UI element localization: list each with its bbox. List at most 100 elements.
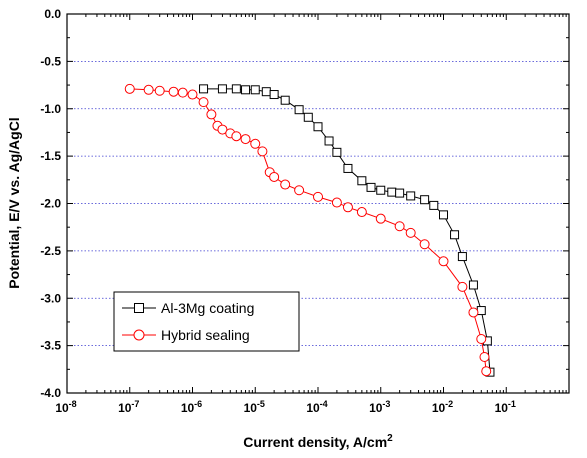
x-tick-exponent: -4 [320,399,328,409]
y-tick-label: -2.0 [40,197,61,211]
x-tick-label: 10-2 [432,399,453,415]
x-tick-exponent: -8 [69,399,77,409]
data-point [395,188,405,198]
data-point [366,182,376,192]
data-point [420,195,430,205]
data-point [269,171,280,182]
data-point [394,221,405,232]
x-tick-label: 10-4 [306,399,327,415]
data-point [439,210,448,220]
y-tick-label: -3.0 [40,291,61,305]
legend-marker-hybrid [133,329,145,341]
x-tick-exponent: -7 [131,399,139,409]
x-tick-base: 10 [55,401,69,415]
x-tick-base: 10 [306,401,320,415]
data-point [476,306,486,316]
data-point [468,280,478,290]
data-point [387,187,397,197]
x-axis-title-superscript: 2 [387,433,393,444]
data-point [457,252,467,262]
legend-label-al3mg: Al-3Mg coating [161,300,254,316]
x-tick-base: 10 [244,401,258,415]
data-point [250,138,261,149]
x-tick-base: 10 [118,401,132,415]
x-tick-label: 10-7 [118,399,139,415]
data-point [187,89,198,100]
x-tick-base: 10 [181,401,195,415]
legend-label-hybrid: Hybrid sealing [161,327,250,343]
series-1 [199,84,495,377]
x-tick-exponent: -3 [382,399,390,409]
data-point [124,83,135,94]
data-point [294,105,304,115]
legend-marker-al3mg [134,303,144,313]
data-point [457,281,468,292]
x-tick-label: 10-5 [244,399,265,415]
legend: Al-3Mg coating Hybrid sealing [113,291,300,352]
y-tick-label: -1.5 [40,149,61,163]
data-point [303,112,313,122]
data-point [198,97,209,108]
y-axis-title: Potential, E/V vs. Ag/AgCl [6,117,22,288]
y-tick-label: -4.0 [40,386,61,400]
data-point [375,213,386,224]
data-point [324,136,334,146]
x-tick-exponent: -2 [445,399,453,409]
data-point [356,207,367,218]
data-point [206,109,217,120]
data-point [406,191,416,201]
data-point [280,95,290,105]
data-point [438,256,449,267]
x-tick-base: 10 [369,401,383,415]
data-point [280,179,291,190]
y-tick-labels: 0.0 -0.5 -1.0 -1.5 -2.0 -2.5 -3.0 -3.5 -4.0 [40,7,61,400]
data-point [257,146,268,157]
data-point [168,86,179,97]
x-tick-label: 10-6 [181,399,202,415]
y-tick-label: -0.5 [40,54,61,68]
data-point [405,227,416,238]
data-point [269,90,279,100]
data-point [217,124,228,135]
data-point [231,84,241,94]
data-point [450,230,460,240]
x-tick-base: 10 [495,401,509,415]
data-point [313,122,323,132]
data-point [143,84,154,95]
data-point [177,87,188,98]
data-point [154,85,165,96]
data-point [481,366,492,377]
data-point [241,85,251,95]
data-series [124,83,495,377]
data-point [376,185,386,195]
x-tick-exponent: -6 [194,399,202,409]
x-tick-label: 10-1 [495,399,516,415]
data-point [343,163,353,173]
y-tick-label: -3.5 [40,339,61,353]
data-point [332,147,342,157]
data-point [199,84,209,94]
y-tick-label: -2.5 [40,244,61,258]
data-point [313,191,323,202]
x-tick-exponent: -5 [257,399,265,409]
y-tick-label: 0.0 [44,7,61,21]
data-point [217,84,227,94]
data-point [476,333,487,344]
data-point [419,239,430,250]
x-tick-base: 10 [432,401,446,415]
data-point [261,87,271,97]
data-point [429,200,439,210]
x-tick-labels: 10-8 10-7 10-6 10-5 10-4 10-3 10-2 10-1 [55,399,516,415]
series-2 [124,83,492,377]
y-tick-label: -1.0 [40,102,61,116]
x-axis-title: Current density, A/cm2 [243,433,393,450]
data-point [240,134,251,145]
data-point [357,176,367,186]
x-tick-label: 10-8 [55,399,76,415]
data-point [231,131,242,142]
data-point [468,307,479,318]
data-point [294,185,305,196]
data-point [479,351,490,362]
data-point [250,85,260,95]
